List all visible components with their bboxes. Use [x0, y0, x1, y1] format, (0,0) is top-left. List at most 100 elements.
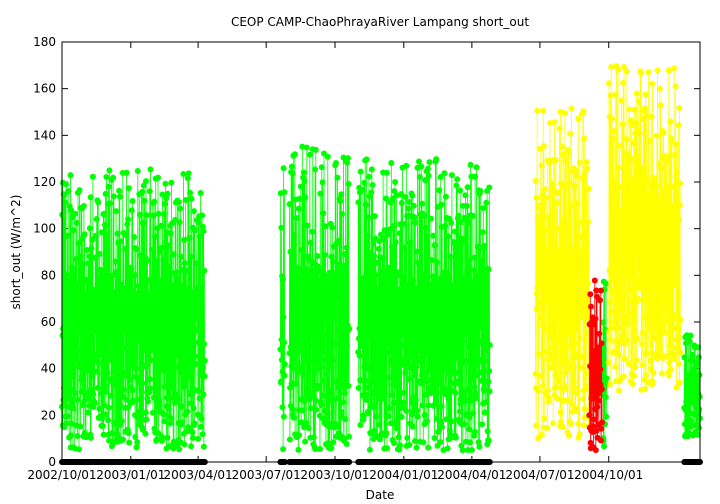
- data-point: [484, 428, 491, 435]
- data-point: [394, 335, 401, 341]
- data-point: [76, 187, 83, 194]
- data-point: [444, 370, 451, 377]
- data-point: [561, 183, 568, 190]
- data-point: [312, 446, 319, 453]
- data-point: [150, 212, 157, 219]
- data-point: [591, 348, 597, 355]
- data-point: [651, 335, 658, 341]
- data-point: [339, 354, 346, 361]
- data-point: [125, 216, 132, 223]
- data-point: [157, 341, 163, 348]
- data-point: [674, 170, 681, 177]
- data-point: [189, 391, 196, 398]
- data-point: [433, 415, 440, 422]
- data-point: [303, 357, 310, 364]
- data-point: [292, 380, 299, 387]
- data-point: [677, 316, 684, 323]
- data-point: [553, 292, 560, 299]
- data-point: [101, 221, 108, 228]
- data-point: [483, 347, 490, 354]
- data-point: [355, 199, 362, 206]
- data-point: [314, 253, 321, 259]
- data-point: [300, 372, 307, 379]
- data-point: [201, 357, 208, 364]
- y-tick-label: 0: [48, 455, 56, 469]
- data-point: [167, 420, 174, 427]
- data-point: [416, 174, 423, 180]
- data-point: [436, 428, 442, 435]
- data-point: [166, 263, 173, 270]
- data-point: [425, 165, 431, 172]
- data-point: [92, 254, 99, 261]
- data-point: [474, 272, 481, 279]
- data-point: [596, 397, 602, 404]
- x-tick-label: 2004/04/01: [437, 468, 506, 482]
- data-point: [72, 341, 79, 348]
- data-point: [96, 405, 103, 412]
- data-point: [671, 281, 678, 287]
- data-point: [393, 192, 400, 199]
- data-point: [536, 285, 543, 292]
- data-point: [467, 397, 474, 404]
- data-point: [454, 176, 461, 183]
- data-point: [173, 269, 180, 276]
- data-point: [448, 172, 455, 179]
- data-point: [647, 265, 654, 272]
- data-point: [196, 309, 203, 316]
- data-point: [675, 360, 682, 367]
- data-point: [291, 359, 298, 366]
- data-point: [624, 68, 630, 75]
- data-point: [371, 427, 378, 434]
- data-point: [470, 267, 477, 274]
- data-point: [201, 341, 208, 348]
- data-point: [402, 336, 409, 343]
- x-tick-label: 2004/10/01: [574, 468, 643, 482]
- data-point: [430, 232, 437, 239]
- data-point: [121, 316, 128, 322]
- data-point: [587, 363, 594, 370]
- data-point: [410, 277, 416, 284]
- data-point: [361, 179, 368, 186]
- data-point: [181, 441, 188, 448]
- data-point: [121, 327, 128, 334]
- data-point: [553, 384, 560, 390]
- data-point: [369, 182, 376, 188]
- data-point: [599, 419, 605, 426]
- data-point: [450, 293, 457, 300]
- data-point: [592, 364, 599, 371]
- data-point: [644, 175, 651, 182]
- data-point: [622, 259, 629, 266]
- data-point: [105, 183, 112, 190]
- data-point: [589, 383, 595, 390]
- data-point: [556, 262, 563, 269]
- data-point: [661, 271, 668, 278]
- data-point: [297, 348, 304, 355]
- data-point: [412, 397, 419, 403]
- data-point: [329, 224, 336, 231]
- data-point: [68, 432, 74, 439]
- data-point: [472, 390, 479, 397]
- data-point: [75, 240, 82, 247]
- data-point: [138, 386, 145, 393]
- data-point: [102, 382, 109, 389]
- data-point: [183, 267, 190, 274]
- data-point: [581, 135, 588, 142]
- data-point: [402, 369, 409, 376]
- data-point: [592, 315, 599, 322]
- data-point: [375, 421, 382, 428]
- data-point: [583, 159, 590, 166]
- data-point: [373, 272, 380, 279]
- data-point: [456, 408, 463, 415]
- data-point: [444, 445, 451, 452]
- data-point: [582, 170, 589, 177]
- data-point: [92, 232, 99, 239]
- data-point: [142, 409, 149, 416]
- data-point: [361, 322, 368, 329]
- data-point: [81, 231, 88, 238]
- data-point: [197, 190, 204, 196]
- data-point: [676, 379, 683, 386]
- data-point: [441, 319, 448, 326]
- data-point: [419, 200, 425, 207]
- data-point: [158, 299, 165, 306]
- data-point: [611, 317, 618, 324]
